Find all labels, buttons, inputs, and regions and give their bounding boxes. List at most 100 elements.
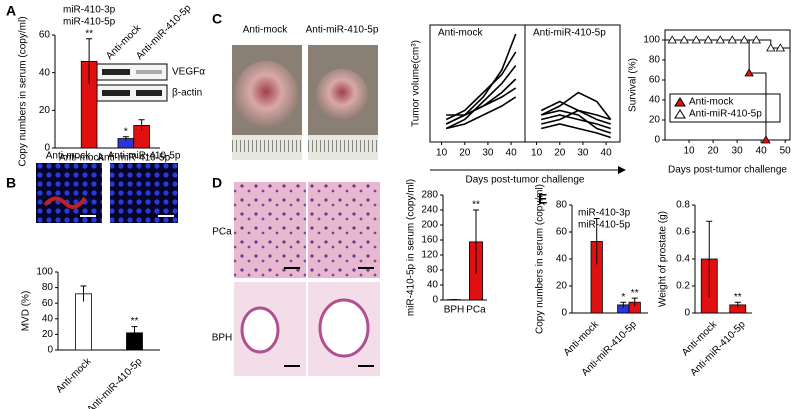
series-line [541, 123, 611, 139]
significance: * [124, 126, 128, 137]
micrograph [36, 163, 102, 223]
marker [727, 35, 737, 44]
series-line [541, 109, 611, 125]
x-axis-label: Days post-tumor challenge [668, 165, 787, 176]
legend-marker [674, 109, 686, 119]
x-tick-label: Anti-miR-410-5p [97, 153, 170, 164]
blot-label: Anti-miR-410-5p [134, 2, 194, 62]
gland [240, 306, 280, 354]
y-tick-label: 0.6 [676, 227, 690, 238]
ruler [308, 135, 378, 160]
legend-label: miR-410-3p [63, 5, 116, 16]
y-tick-label: 20 [556, 281, 568, 292]
image-title: Anti-miR-410-5p [306, 25, 379, 36]
y-tick-label: 240 [421, 205, 438, 216]
x-tick-label: 40 [506, 148, 518, 159]
y-tick-label: 60 [556, 227, 568, 238]
y-tick-label: 80 [556, 200, 568, 211]
image-title: Anti-miR-410-5p [108, 151, 181, 162]
y-tick-label: 100 [36, 267, 53, 278]
error-bar [473, 209, 479, 274]
error-bar [138, 119, 145, 132]
significance: ** [734, 292, 742, 303]
x-tick-label: 40 [601, 148, 613, 159]
facet-frame [524, 24, 621, 143]
y-tick-label: 40 [556, 254, 568, 265]
vessel-stain [43, 196, 87, 209]
error-bar [122, 136, 129, 141]
marker [703, 35, 713, 44]
panel-label: B [6, 175, 16, 191]
error-bar [593, 218, 600, 265]
blot-row-label: VEGFα [172, 67, 205, 78]
micrograph [234, 182, 306, 278]
y-tick-label: 0 [44, 143, 50, 154]
x-tick-label: Anti-mock [54, 356, 94, 396]
x-tick-label: 30 [482, 148, 494, 159]
y-tick-label: 40 [39, 67, 51, 78]
blot-band [136, 90, 162, 96]
marker [744, 68, 754, 77]
significance: ** [631, 288, 639, 299]
marker [775, 43, 786, 52]
image-title: Anti-mock [243, 25, 288, 36]
y-tick-label: 0 [47, 345, 53, 356]
legend-label: Anti-mock [689, 97, 734, 108]
error-bar [620, 301, 627, 308]
series-line [446, 96, 517, 130]
series-line [445, 65, 517, 130]
marker [761, 135, 771, 144]
legend-label: miR-410-5p [578, 220, 631, 231]
row-label: BPH [212, 333, 233, 344]
x-tick-label: 10 [683, 146, 695, 157]
y-tick-label: 40 [649, 95, 661, 106]
y-tick-label: 20 [649, 115, 661, 126]
significance: ** [131, 316, 139, 327]
panel-label: D [212, 175, 222, 191]
panel-label: E [538, 191, 547, 207]
error-bar [631, 297, 638, 307]
marker [739, 35, 750, 44]
y-tick-label: 80 [42, 282, 54, 293]
marker [691, 35, 701, 44]
y-axis-label: MVD (%) [21, 291, 32, 332]
x-tick-label: 20 [554, 148, 566, 159]
y-tick-label: 80 [427, 265, 439, 276]
x-tick-label: 10 [436, 148, 448, 159]
x-tick-label: 30 [577, 148, 589, 159]
y-tick-label: 280 [421, 190, 438, 201]
row-label: PCa [212, 227, 232, 238]
y-tick-label: 0.4 [676, 254, 690, 265]
panel-label: A [6, 3, 16, 19]
y-axis-label: Copy numbers in serum (copy/ml) [18, 16, 29, 166]
error-bar [131, 326, 138, 340]
y-axis-label: Weight of prostate (g) [658, 211, 669, 307]
y-tick-label: 60 [42, 298, 54, 309]
y-axis-label: miR-410-5p in serum (copy/ml) [406, 179, 417, 316]
blot-band [136, 70, 162, 74]
y-tick-label: 40 [42, 313, 54, 324]
error-bar [706, 220, 713, 297]
y-tick-label: 160 [421, 235, 438, 246]
arrow-head [618, 166, 626, 174]
y-tick-label: 40 [427, 280, 439, 291]
marker [667, 35, 677, 44]
series-line [445, 87, 517, 125]
legend-label: miR-410-3p [578, 208, 631, 219]
bar [75, 293, 92, 351]
legend-label: miR-410-5p [63, 17, 116, 28]
y-tick-label: 20 [39, 105, 51, 116]
y-tick-label: 60 [649, 75, 661, 86]
tumor [316, 69, 368, 121]
y-tick-label: 120 [421, 250, 438, 261]
y-tick-label: 0 [654, 135, 660, 146]
y-tick-label: 200 [421, 220, 438, 231]
marker [751, 35, 762, 44]
micrograph [308, 182, 380, 278]
ruler [232, 135, 302, 160]
series-line [446, 78, 517, 116]
series-line [540, 91, 612, 120]
facet-title: Anti-mock [438, 28, 483, 39]
survival-line [665, 39, 790, 141]
